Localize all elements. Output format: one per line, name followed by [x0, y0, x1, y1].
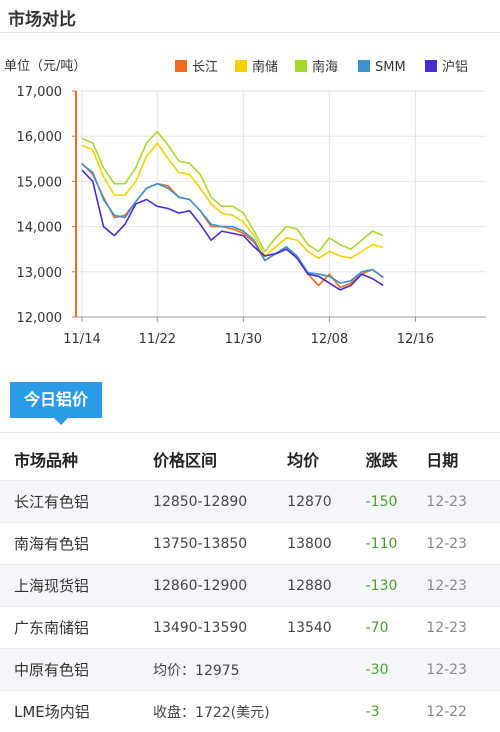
price-table: 市场品种 价格区间 均价 涨跌 日期 长江有色铝 12850-12890 128… [0, 438, 500, 732]
legend-swatch [175, 60, 187, 72]
x-tick-label: 12/08 [311, 332, 348, 347]
table-row: 南海有色铝 13750-13850 13800 -110 12-23 [0, 523, 500, 565]
series-line-SMM [82, 164, 383, 283]
series-line-长江 [82, 163, 383, 287]
price-change: -130 [366, 565, 427, 607]
price-chart-svg: 单位（元/吨） 12,000 13,000 14,000 15,000 16,000 17,… [0, 44, 500, 364]
price-date: 12-22 [426, 691, 500, 732]
price-change: -3 [366, 691, 427, 732]
y-tick-label: 16,000 [17, 130, 63, 145]
table-row: 上海现货铝 12860-12900 12880 -130 12-23 [0, 565, 500, 607]
section-tab-today-price[interactable]: 今日铝价 [10, 382, 102, 418]
title-bar: 市场对比 [0, 0, 500, 33]
y-axis-label: 单位（元/吨） [4, 59, 86, 74]
series-line-南储 [82, 143, 383, 258]
column-header-market: 市场品种 [0, 438, 153, 481]
section-divider [0, 432, 500, 433]
avg-price: 13540 [287, 607, 365, 649]
column-header-range: 价格区间 [153, 438, 287, 481]
price-range: 13490-13590 [153, 607, 287, 649]
legend-swatch [295, 60, 307, 72]
x-tick-label: 12/16 [397, 332, 434, 347]
x-tick-label: 11/22 [139, 332, 176, 347]
avg-price: 13800 [287, 523, 365, 565]
price-date: 12-23 [426, 649, 500, 691]
market-name: 长江有色铝 [0, 481, 153, 523]
legend-swatch [235, 60, 247, 72]
table-row: 长江有色铝 12850-12890 12870 -150 12-23 [0, 481, 500, 523]
x-tick-label: 11/14 [63, 332, 100, 347]
price-range: 12860-12900 [153, 565, 287, 607]
avg-price: 12870 [287, 481, 365, 523]
price-chart: 单位（元/吨） 12,000 13,000 14,000 15,000 16,000 17,… [0, 44, 500, 364]
y-tick-label: 13,000 [17, 266, 63, 281]
price-range: 收盘：1722(美元) [153, 691, 366, 732]
price-range: 均价：12975 [153, 649, 366, 691]
y-tick-label: 15,000 [17, 175, 63, 190]
price-change: -150 [366, 481, 427, 523]
x-tick-label: 11/30 [225, 332, 262, 347]
price-date: 12-23 [426, 565, 500, 607]
market-name: 上海现货铝 [0, 565, 153, 607]
legend-label: 南海 [312, 59, 338, 75]
legend-label: SMM [375, 60, 406, 75]
legend-swatch [358, 60, 370, 72]
market-name: 南海有色铝 [0, 523, 153, 565]
y-tick-label: 17,000 [17, 85, 63, 100]
avg-price: 12880 [287, 565, 365, 607]
market-name: LME场内铝 [0, 691, 153, 732]
price-range: 12850-12890 [153, 481, 287, 523]
legend-label: 沪铝 [442, 59, 468, 75]
price-range: 13750-13850 [153, 523, 287, 565]
market-name: 中原有色铝 [0, 649, 153, 691]
column-header-date: 日期 [426, 438, 500, 481]
column-header-change: 涨跌 [366, 438, 427, 481]
legend-label: 长江 [192, 60, 218, 75]
table-row: 广东南储铝 13490-13590 13540 -70 12-23 [0, 607, 500, 649]
y-tick-label: 14,000 [17, 221, 63, 236]
price-date: 12-23 [426, 481, 500, 523]
table-row: LME场内铝 收盘：1722(美元) -3 12-22 [0, 691, 500, 732]
price-date: 12-23 [426, 523, 500, 565]
price-change: -70 [366, 607, 427, 649]
price-change: -110 [366, 523, 427, 565]
market-name: 广东南储铝 [0, 607, 153, 649]
legend-swatch [425, 60, 437, 72]
page-title: 市场对比 [8, 5, 76, 30]
table-row: 中原有色铝 均价：12975 -30 12-23 [0, 649, 500, 691]
price-change: -30 [366, 649, 427, 691]
y-tick-label: 12,000 [17, 311, 63, 326]
legend-label: 南储 [252, 59, 278, 75]
table-header-row: 市场品种 价格区间 均价 涨跌 日期 [0, 438, 500, 481]
column-header-avg: 均价 [287, 438, 365, 481]
price-date: 12-23 [426, 607, 500, 649]
